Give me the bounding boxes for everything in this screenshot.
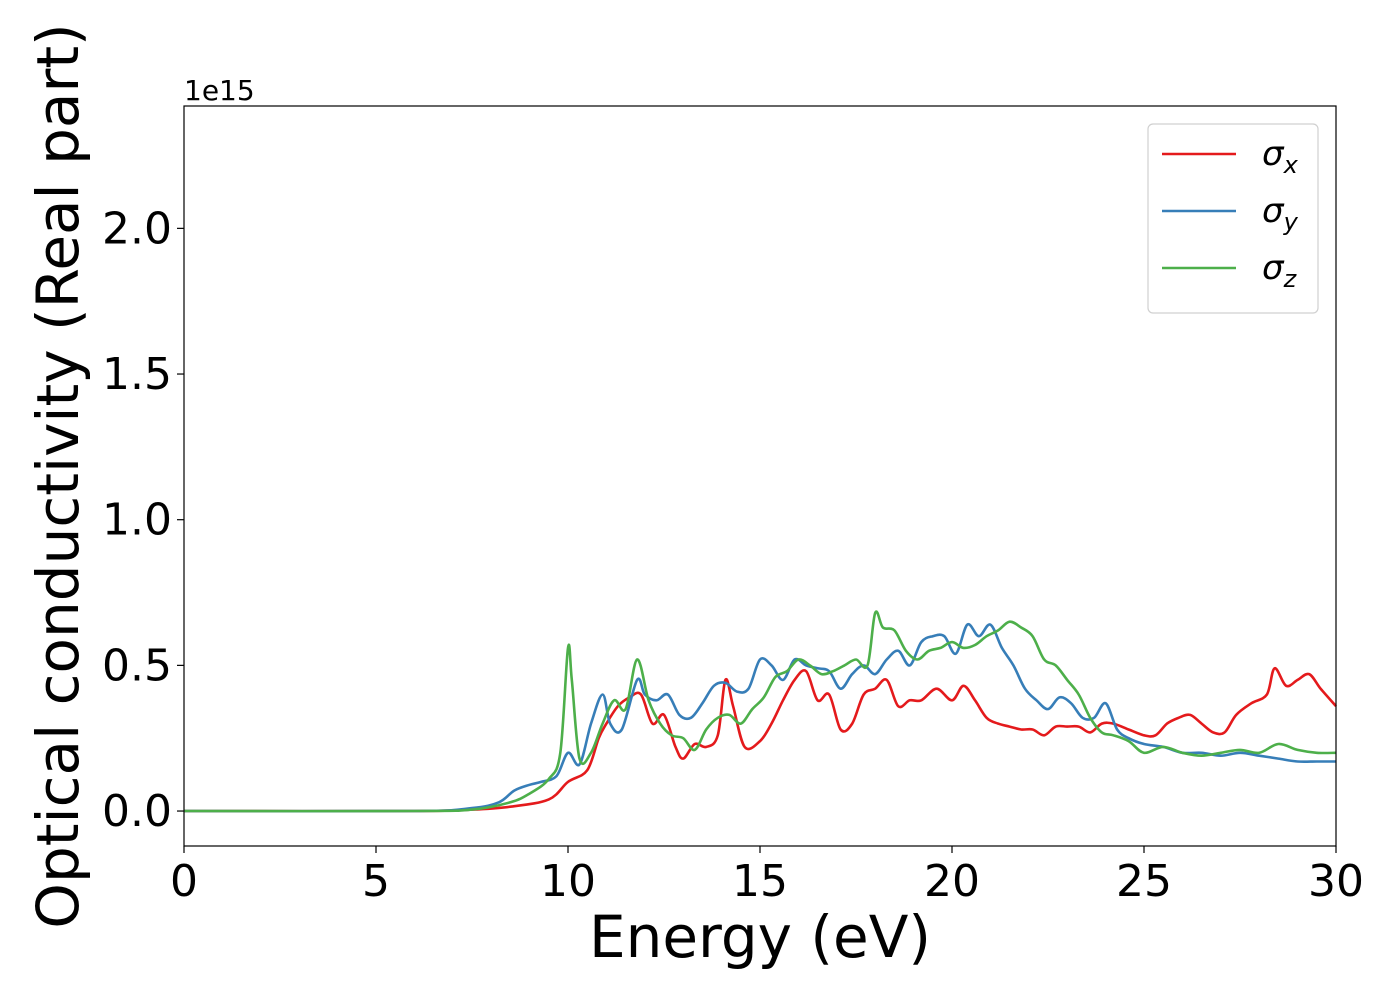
x-tick-label: 25 <box>1116 856 1172 907</box>
series-line-z <box>183 610 1337 813</box>
x-tick-label: 10 <box>540 856 596 907</box>
series-line-x <box>183 667 1337 813</box>
y-axis-label: Optical conductivity (Real part) <box>24 23 92 928</box>
x-tick-label: 15 <box>732 856 788 907</box>
y-tick-label: 0.5 <box>102 640 172 691</box>
y-tick-label: 1.5 <box>102 349 172 400</box>
y-tick-label: 1.0 <box>102 495 172 546</box>
x-axis-ticks: 0 5 10 15 20 25 30 <box>170 846 1364 907</box>
x-axis-label: Energy (eV) <box>589 903 931 971</box>
y-offset-label: 1e15 <box>184 74 255 107</box>
plot-lines <box>183 610 1337 813</box>
y-tick-label: 2.0 <box>102 203 172 254</box>
legend-box <box>1147 123 1319 314</box>
y-axis-ticks: 0.0 0.5 1.0 1.5 2.0 <box>102 203 184 837</box>
x-tick-label: 0 <box>170 856 198 907</box>
y-tick-label: 0.0 <box>102 786 172 837</box>
x-tick-label: 5 <box>362 856 390 907</box>
x-tick-label: 20 <box>924 856 980 907</box>
x-tick-label: 30 <box>1308 856 1364 907</box>
series-line-y <box>183 622 1336 813</box>
